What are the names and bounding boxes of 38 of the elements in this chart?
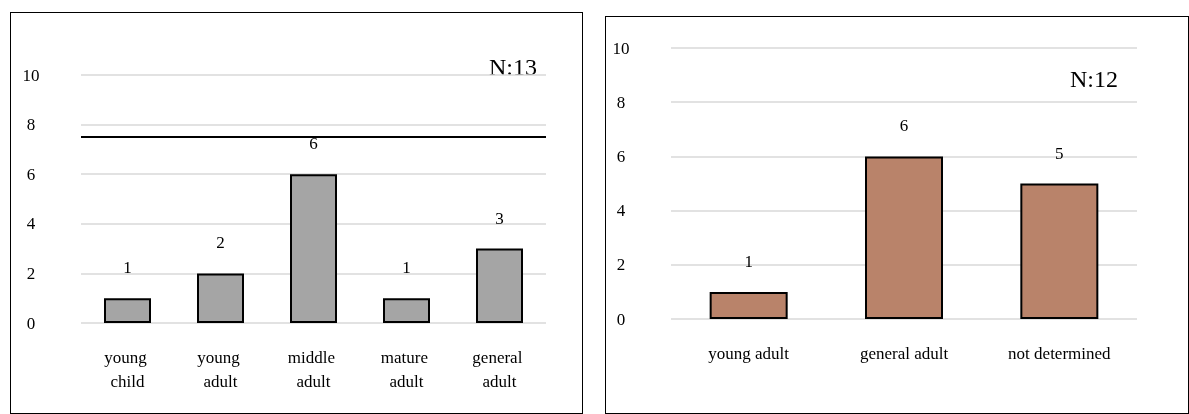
annotation: N:12 <box>1070 66 1118 92</box>
data-label: 1 <box>744 251 753 271</box>
bar <box>104 298 151 323</box>
data-label: 1 <box>123 258 132 278</box>
x-tick-label: young child <box>104 347 151 391</box>
y-tick-label: 6 <box>616 146 626 166</box>
x-tick-label: mature adult <box>380 347 433 391</box>
y-tick-label: 4 <box>616 201 626 221</box>
x-tick-label: young adult <box>197 347 244 391</box>
bar <box>709 291 788 319</box>
y-tick-label: 0 <box>616 309 626 329</box>
y-tick-label: 10 <box>612 38 630 58</box>
x-tick-label: general adult <box>472 347 527 391</box>
data-label: 5 <box>1055 143 1064 163</box>
y-tick-label: 8 <box>616 92 626 112</box>
y-tick-label: 2 <box>616 255 626 275</box>
y-tick-label: 2 <box>26 263 36 283</box>
bar <box>865 156 943 319</box>
data-label: 3 <box>495 208 504 228</box>
x-tick-label: middle adult <box>287 347 340 391</box>
y-tick-label: 4 <box>26 214 36 234</box>
data-label: 2 <box>216 233 225 253</box>
data-label: 1 <box>402 258 411 278</box>
y-tick-label: 6 <box>26 164 36 184</box>
x-tick-label: not determined <box>1008 343 1112 363</box>
bar <box>290 174 337 323</box>
bar <box>1020 183 1099 319</box>
x-tick-label: young adult <box>708 343 790 363</box>
y-tick-label: 0 <box>26 313 36 333</box>
data-label: 6 <box>309 134 318 154</box>
bar <box>476 248 523 323</box>
data-label: 6 <box>899 116 909 136</box>
y-tick-label: 10 <box>22 65 40 85</box>
bar <box>197 273 244 323</box>
y-tick-label: 8 <box>26 115 36 135</box>
annotation: N:13 <box>489 54 537 80</box>
bar <box>383 298 430 323</box>
x-tick-label: general adult <box>859 343 949 363</box>
